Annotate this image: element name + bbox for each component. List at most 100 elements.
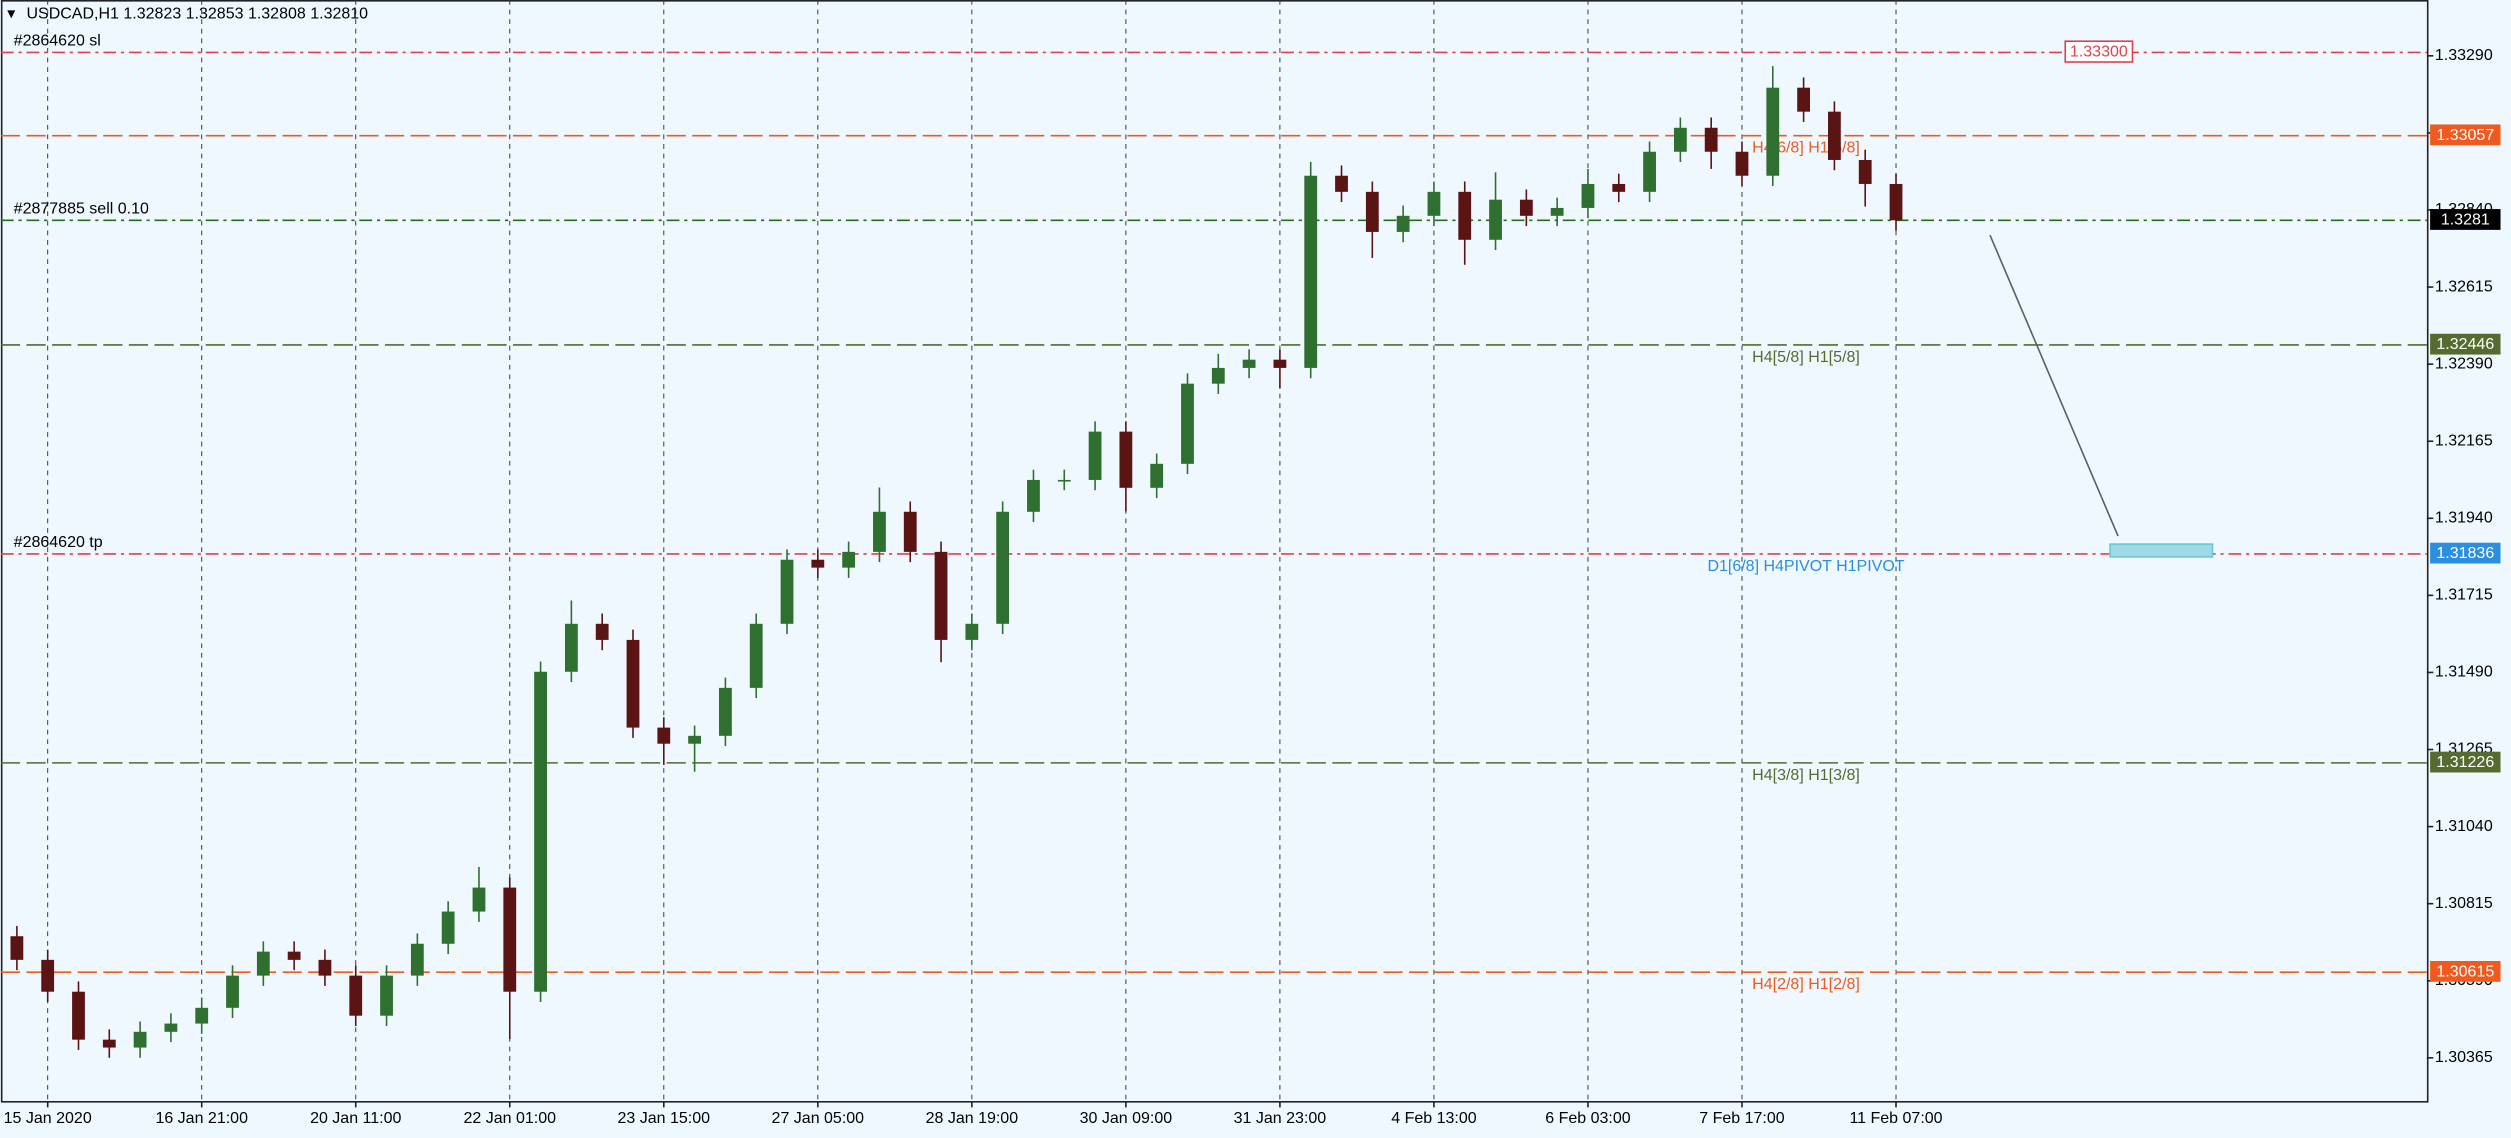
y-tick-label: 1.31040 bbox=[2435, 818, 2493, 835]
candle-body bbox=[133, 1031, 147, 1048]
price-tag-text: 1.33300 bbox=[2070, 44, 2128, 61]
level-label: H4[3/8] H1[3/8] bbox=[1752, 767, 1860, 784]
x-tick-label: 28 Jan 19:00 bbox=[926, 1110, 1019, 1127]
candle-body bbox=[534, 671, 547, 992]
y-tick-label: 1.31940 bbox=[2435, 510, 2493, 527]
projection-arrow bbox=[1989, 234, 2119, 537]
candle-body bbox=[626, 639, 640, 728]
price-tag-text: 1.33057 bbox=[2436, 127, 2494, 144]
x-tick-label: 27 Jan 05:00 bbox=[772, 1110, 865, 1127]
x-tick-label: 22 Jan 01:00 bbox=[464, 1110, 557, 1127]
level-label: H4[2/8] H1[2/8] bbox=[1752, 976, 1860, 993]
candles bbox=[10, 66, 1903, 1058]
x-tick-label: 4 Feb 13:00 bbox=[1391, 1110, 1477, 1127]
candle-body bbox=[1335, 175, 1348, 192]
candle-body bbox=[349, 975, 363, 1016]
candle-body bbox=[1489, 199, 1502, 240]
candle-body bbox=[811, 559, 825, 568]
candle-body bbox=[1797, 87, 1810, 112]
plot-frame bbox=[0, 0, 2429, 1103]
y-tick-label: 1.31490 bbox=[2435, 664, 2493, 681]
y-tick-label: 1.32390 bbox=[2435, 355, 2493, 372]
x-tick-label: 20 Jan 11:00 bbox=[310, 1110, 401, 1127]
x-tick-label: 31 Jan 23:00 bbox=[1234, 1110, 1327, 1127]
candle-body bbox=[287, 951, 301, 960]
candle-body bbox=[564, 623, 578, 672]
y-tick-label: 1.32615 bbox=[2435, 278, 2493, 295]
candle-body bbox=[595, 623, 609, 640]
candle-body bbox=[1581, 183, 1595, 208]
x-tick-label: 11 Feb 07:00 bbox=[1849, 1110, 1942, 1127]
candle-body bbox=[1211, 367, 1225, 384]
price-tag bbox=[2064, 40, 2134, 63]
candle-body bbox=[1828, 111, 1841, 160]
price-tag-text: 1.31836 bbox=[2436, 545, 2494, 562]
candle-body bbox=[318, 959, 332, 976]
candle-body bbox=[1673, 127, 1687, 152]
candle-body bbox=[41, 959, 55, 992]
x-tick-label: 15 Jan 2020 bbox=[4, 1110, 92, 1127]
axis: 1.332901.330651.328401.326151.323901.321… bbox=[4, 47, 2501, 1127]
candle-body bbox=[1766, 87, 1780, 176]
price-tag bbox=[2430, 333, 2501, 355]
price-tag-text: 1.30615 bbox=[2436, 963, 2494, 980]
candle-body bbox=[780, 559, 794, 624]
candle-body bbox=[842, 551, 856, 568]
candle-body bbox=[72, 991, 85, 1040]
candle-body bbox=[1088, 431, 1102, 480]
target-zone bbox=[2109, 543, 2214, 558]
price-tag bbox=[2430, 209, 2501, 230]
level-label: D1[6/8] H4PIVOT H1PIVOT bbox=[1707, 558, 1904, 575]
candle-body bbox=[1889, 183, 1903, 221]
candle-body bbox=[1057, 479, 1071, 482]
candle-body bbox=[1858, 159, 1872, 184]
candle-body bbox=[965, 623, 979, 640]
candle-body bbox=[1735, 151, 1749, 176]
candle-body bbox=[380, 975, 393, 1016]
candle-body bbox=[873, 511, 886, 552]
candle-body bbox=[657, 727, 671, 744]
candle-body bbox=[472, 887, 486, 912]
price-tag bbox=[2430, 751, 2501, 773]
candle-body bbox=[1550, 207, 1564, 216]
candle-body bbox=[934, 551, 948, 640]
y-tick-label: 1.33290 bbox=[2435, 47, 2493, 64]
candle-body bbox=[1119, 431, 1133, 488]
y-tick-label: 1.30815 bbox=[2435, 895, 2493, 912]
candle-body bbox=[1643, 151, 1656, 192]
collapse-icon[interactable]: ▾ bbox=[7, 6, 15, 23]
order-label: #2877885 sell 0.10 bbox=[14, 200, 149, 217]
x-tick-label: 6 Feb 03:00 bbox=[1545, 1110, 1630, 1127]
y-tick-label: 1.30365 bbox=[2435, 1049, 2493, 1066]
candle-body bbox=[1027, 479, 1040, 512]
candle-body bbox=[1427, 191, 1441, 216]
candle-body bbox=[1519, 199, 1533, 216]
order-label: #2864620 sl bbox=[14, 32, 101, 49]
candle-body bbox=[503, 887, 517, 992]
x-tick-label: 23 Jan 15:00 bbox=[618, 1110, 711, 1127]
candle-body bbox=[688, 735, 702, 744]
candle-body bbox=[1273, 359, 1287, 368]
candle-body bbox=[996, 511, 1010, 624]
chart-header: USDCAD,H1 1.32823 1.32853 1.32808 1.3281… bbox=[26, 6, 368, 23]
candle-body bbox=[1150, 463, 1164, 488]
price-tag bbox=[2430, 960, 2501, 982]
candle-body bbox=[1365, 191, 1379, 232]
price-tag bbox=[2430, 542, 2501, 564]
y-tick-label: 1.32165 bbox=[2435, 432, 2493, 449]
price-tag-text: 1.31226 bbox=[2436, 754, 2494, 771]
candle-body bbox=[256, 951, 270, 976]
candle-body bbox=[195, 1007, 209, 1024]
candle-body bbox=[410, 943, 424, 976]
price-tag-text: 1.3281 bbox=[2441, 211, 2490, 228]
candle-body bbox=[164, 1023, 178, 1032]
candle-body bbox=[10, 936, 24, 960]
level-label: H4[5/8] H1[5/8] bbox=[1752, 349, 1860, 366]
candle-body bbox=[1396, 215, 1410, 232]
candle-body bbox=[1612, 183, 1626, 192]
candle-body bbox=[441, 911, 455, 944]
